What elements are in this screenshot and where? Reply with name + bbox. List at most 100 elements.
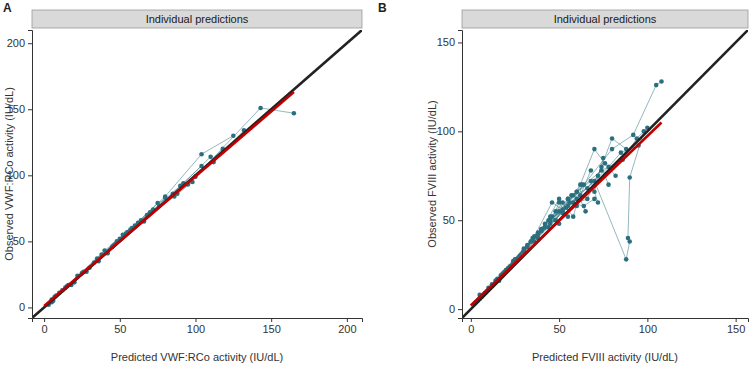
point xyxy=(521,246,526,251)
tick-label: 50 xyxy=(443,214,455,226)
point xyxy=(601,156,606,161)
point xyxy=(592,147,597,152)
tick-label: 200 xyxy=(7,37,25,49)
tick-mark xyxy=(647,318,648,322)
tick-label: 100 xyxy=(437,125,455,137)
point xyxy=(199,152,204,157)
reference-line xyxy=(44,92,294,306)
point xyxy=(627,239,632,244)
panel-label: A xyxy=(3,1,12,15)
point xyxy=(589,168,594,173)
tick: 150 xyxy=(727,318,745,335)
tick-mark xyxy=(458,131,462,132)
panel: B Individual predictions 0 50 100 150 0 50 100 15… xyxy=(378,1,749,363)
figure: A Individual predictions 0 50 100 150 200 0 50 10… xyxy=(0,0,753,373)
point xyxy=(569,193,574,198)
point xyxy=(631,133,636,138)
point xyxy=(560,200,565,205)
tick: 0 xyxy=(42,318,48,335)
point xyxy=(208,155,213,160)
tick-mark xyxy=(28,175,32,176)
tick-label: 150 xyxy=(262,323,280,335)
y-axis: 0 50 100 150 xyxy=(437,31,463,319)
tick: 100 xyxy=(639,318,657,335)
point xyxy=(610,147,615,152)
tick-mark xyxy=(195,318,196,322)
point xyxy=(596,200,601,205)
axis-line xyxy=(28,31,33,319)
point xyxy=(599,168,604,173)
strip-title: Individual predictions xyxy=(554,13,657,25)
reference-line xyxy=(462,30,748,318)
y-axis-title: Observed FVIII activity (IU/dL) xyxy=(426,100,438,247)
y-axis-title: Observed VWF:RCo activity (IU/dL) xyxy=(3,87,15,261)
tick-mark xyxy=(28,109,32,110)
panel: AIndividual predictions05010015020005010… xyxy=(3,1,363,363)
point xyxy=(619,150,624,155)
point xyxy=(624,257,629,262)
tick-label: 0 xyxy=(449,303,455,315)
tick-mark xyxy=(28,241,32,242)
x-axis-title: Predicted VWF:RCo activity (IU/dL) xyxy=(111,351,283,363)
reference-line xyxy=(471,122,662,305)
tick-label: 0 xyxy=(19,301,25,313)
tick-label: 50 xyxy=(553,323,565,335)
axis-line xyxy=(33,319,363,323)
tick: 50 xyxy=(443,214,462,226)
tick-label: 0 xyxy=(468,323,474,335)
point xyxy=(610,136,615,141)
x-axis: 0 50 100 150 xyxy=(463,318,749,335)
tick-mark xyxy=(44,318,45,322)
point xyxy=(592,197,597,202)
point xyxy=(571,214,576,219)
point xyxy=(548,214,553,219)
strip xyxy=(32,10,362,28)
panel-label: B xyxy=(378,1,387,15)
point xyxy=(292,111,297,116)
individual-line xyxy=(480,82,662,299)
tick: 200 xyxy=(7,37,32,49)
point xyxy=(654,83,659,88)
tick-label: 150 xyxy=(727,323,745,335)
point xyxy=(613,173,618,178)
tick: 100 xyxy=(437,125,462,137)
strip-title: Individual predictions xyxy=(146,13,249,25)
point xyxy=(585,197,590,202)
point xyxy=(583,209,588,214)
point xyxy=(553,209,558,214)
point xyxy=(606,182,611,187)
individual-line xyxy=(534,128,647,242)
tick-mark xyxy=(736,318,737,322)
tick-label: 50 xyxy=(114,323,126,335)
tick-label: 100 xyxy=(639,323,657,335)
plot-area xyxy=(462,30,748,318)
tick-mark xyxy=(120,318,121,322)
axis-line xyxy=(458,31,463,319)
tick: 0 xyxy=(19,301,32,313)
x-axis: 0 50 100 150 200 xyxy=(33,318,363,335)
tick-label: 100 xyxy=(187,323,205,335)
x-axis-title: Predicted FVIII activity (IU/dL) xyxy=(532,351,678,363)
point xyxy=(550,200,555,205)
point xyxy=(258,106,263,111)
point xyxy=(231,133,236,138)
tick-label: 150 xyxy=(437,36,455,48)
tick-mark xyxy=(458,42,462,43)
tick-mark xyxy=(347,318,348,322)
tick-mark xyxy=(458,309,462,310)
point xyxy=(627,175,632,180)
tick: 50 xyxy=(13,235,32,247)
tick-mark xyxy=(28,307,32,308)
reference-line xyxy=(32,30,362,318)
tick-mark xyxy=(28,43,32,44)
axis-line xyxy=(463,319,749,323)
strip xyxy=(462,10,748,28)
plot-area xyxy=(32,30,362,318)
tick: 100 xyxy=(187,318,205,335)
tick-mark xyxy=(271,318,272,322)
tick-label: 0 xyxy=(42,323,48,335)
tick: 200 xyxy=(338,318,356,335)
tick: 150 xyxy=(437,36,462,48)
tick-mark xyxy=(458,220,462,221)
tick-mark xyxy=(559,318,560,322)
